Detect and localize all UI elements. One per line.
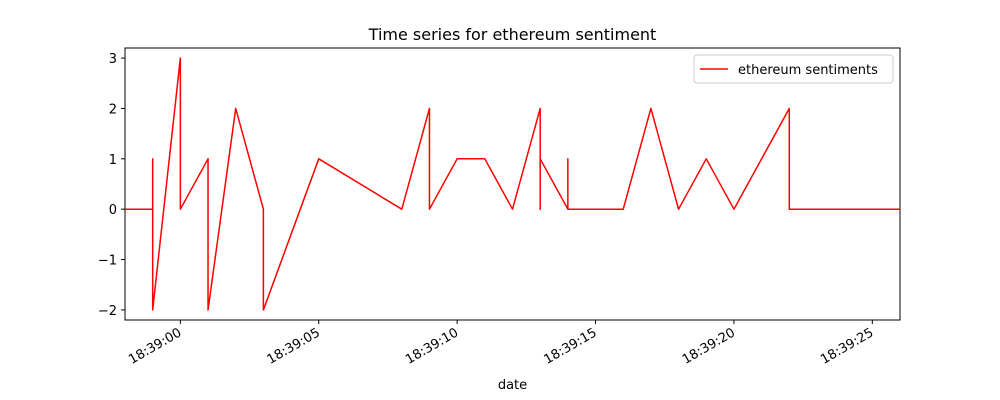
x-tick-label: 18:39:05 — [265, 325, 323, 367]
plot-area — [124, 47, 901, 321]
x-axis: 18:39:00 18:39:05 18:39:10 18:39:15 18:39:20… — [126, 320, 876, 368]
y-axis: −2 −1 0 1 2 3 — [98, 52, 125, 319]
y-tick-label: 1 — [109, 153, 117, 168]
series-line-0 — [125, 57, 900, 311]
x-tick-label: 18:39:10 — [403, 325, 461, 367]
x-tick-label: 18:39:20 — [680, 325, 738, 367]
chart-title: Time series for ethereum sentiment — [368, 25, 657, 44]
y-tick-label: −1 — [98, 254, 117, 269]
legend: ethereum sentiments — [693, 54, 894, 84]
y-tick-label: 3 — [109, 52, 117, 67]
y-tick-label: −2 — [98, 304, 117, 319]
y-tick-label: 2 — [109, 102, 117, 117]
x-tick-label: 18:39:15 — [541, 325, 599, 367]
legend-label: ethereum sentiments — [738, 63, 878, 78]
x-tick-label: 18:39:25 — [818, 325, 876, 367]
y-tick-label: 0 — [109, 203, 117, 218]
x-tick-label: 18:39:00 — [126, 325, 184, 367]
plot-frame — [124, 47, 901, 321]
legend-box — [693, 54, 894, 84]
x-axis-label: date — [498, 378, 527, 393]
